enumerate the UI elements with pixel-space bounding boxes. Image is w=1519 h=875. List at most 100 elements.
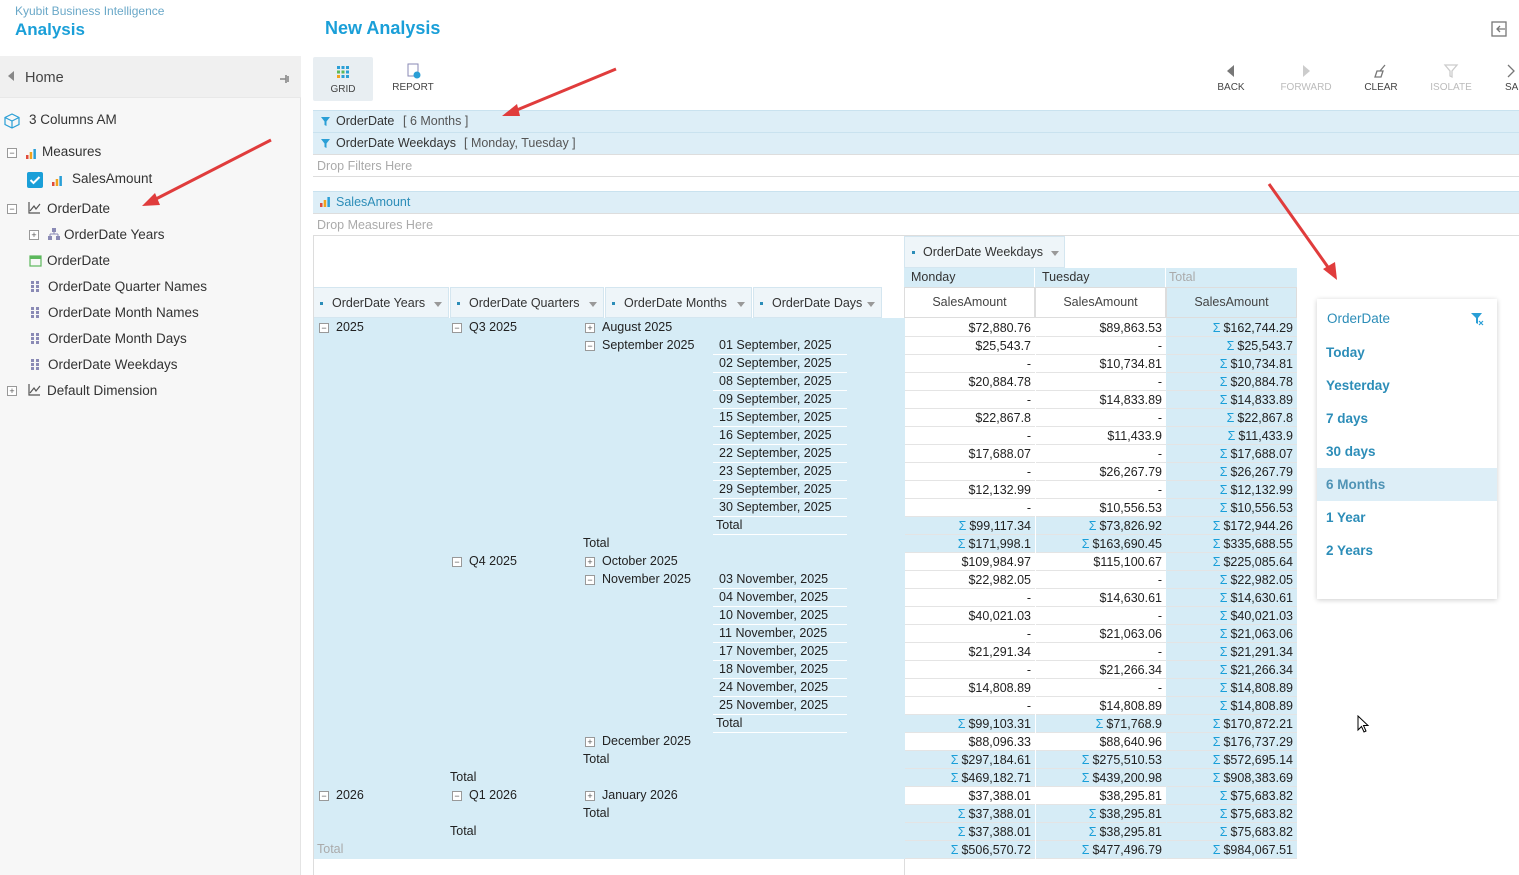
value-cell[interactable]: Σ $506,570.72 [905, 841, 1035, 859]
value-cell[interactable]: $72,880.76 [905, 319, 1035, 337]
value-cell[interactable]: Σ $75,683.82 [1167, 787, 1297, 805]
value-cell[interactable]: Σ $14,630.61 [1167, 589, 1297, 607]
value-cell[interactable]: Σ $40,021.03 [1167, 607, 1297, 625]
value-cell[interactable]: Σ $73,826.92 [1036, 517, 1166, 535]
grid-button[interactable]: GRID [313, 57, 373, 101]
value-cell[interactable]: Σ $26,267.79 [1167, 463, 1297, 481]
value-cell[interactable]: Σ $172,944.26 [1167, 517, 1297, 535]
value-cell[interactable]: - [905, 463, 1035, 481]
value-cell[interactable]: Σ $10,556.53 [1167, 499, 1297, 517]
value-cell[interactable]: $12,132.99 [905, 481, 1035, 499]
row-dimension-header[interactable]: OrderDate Days [753, 287, 882, 318]
value-cell[interactable]: Σ $99,117.34 [905, 517, 1035, 535]
value-cell[interactable]: Σ $225,085.64 [1167, 553, 1297, 571]
expand-toggle-button[interactable]: − [585, 575, 595, 585]
value-cell[interactable]: $21,063.06 [1036, 625, 1166, 643]
back-button[interactable]: BACK [1201, 63, 1261, 93]
column-header-monday[interactable]: Monday [904, 268, 1035, 287]
save-button[interactable]: SA [1500, 63, 1519, 93]
value-cell[interactable]: - [905, 427, 1035, 445]
collapse-measures-button[interactable]: − [7, 148, 17, 158]
drop-filters-zone[interactable]: Drop Filters Here [313, 154, 1519, 177]
value-cell[interactable]: Σ $21,291.34 [1167, 643, 1297, 661]
value-cell[interactable]: Σ $162,744.29 [1167, 319, 1297, 337]
value-cell[interactable]: $14,808.89 [905, 679, 1035, 697]
sidebar-item-orderdate-attr[interactable]: OrderDate [47, 253, 111, 268]
value-cell[interactable]: $26,267.79 [1036, 463, 1166, 481]
filter-bar-orderdate[interactable]: OrderDate [ 6 Months ] [313, 110, 1519, 132]
value-cell[interactable]: - [1036, 679, 1166, 697]
sidebar-item-weekdays[interactable]: OrderDate Weekdays [48, 357, 178, 372]
clear-button[interactable]: CLEAR [1351, 63, 1411, 93]
value-cell[interactable]: Σ $22,982.05 [1167, 571, 1297, 589]
dropdown-arrow-icon[interactable] [434, 302, 442, 307]
clear-filter-icon[interactable] [1470, 312, 1484, 326]
value-cell[interactable]: $14,630.61 [1036, 589, 1166, 607]
value-cell[interactable]: Σ $10,734.81 [1167, 355, 1297, 373]
value-cell[interactable]: Σ $908,383.69 [1167, 769, 1297, 787]
value-cell[interactable]: - [905, 391, 1035, 409]
value-cell[interactable]: Σ $17,688.07 [1167, 445, 1297, 463]
value-cell[interactable]: - [905, 499, 1035, 517]
value-cell[interactable]: Σ $335,688.55 [1167, 535, 1297, 553]
sidebar-item-measures[interactable]: Measures [42, 144, 102, 159]
filter-option[interactable]: Today [1326, 345, 1365, 360]
value-cell[interactable]: - [1036, 607, 1166, 625]
salesamount-checkbox[interactable] [27, 172, 43, 188]
value-cell[interactable]: $89,863.53 [1036, 319, 1166, 337]
value-cell[interactable]: Σ $20,884.78 [1167, 373, 1297, 391]
filter-option[interactable]: Yesterday [1326, 378, 1390, 393]
value-cell[interactable]: $20,884.78 [905, 373, 1035, 391]
filter-option[interactable]: 30 days [1326, 444, 1376, 459]
expand-toggle-button[interactable]: − [452, 323, 462, 333]
value-cell[interactable]: - [1036, 409, 1166, 427]
expand-orderdate-years-button[interactable]: + [29, 230, 39, 240]
sidebar-item-month-names[interactable]: OrderDate Month Names [48, 305, 199, 320]
value-cell[interactable]: - [1036, 337, 1166, 355]
pin-icon[interactable] [278, 72, 290, 90]
expand-toggle-button[interactable]: + [585, 791, 595, 801]
dropdown-arrow-icon[interactable] [589, 302, 597, 307]
value-cell[interactable]: $25,543.7 [905, 337, 1035, 355]
value-cell[interactable]: $14,808.89 [1036, 697, 1166, 715]
dropdown-arrow-icon[interactable] [1051, 251, 1059, 256]
filter-option[interactable]: 2 Years [1326, 543, 1374, 558]
column-header-tuesday[interactable]: Tuesday [1035, 268, 1166, 287]
value-cell[interactable]: $109,984.97 [905, 553, 1035, 571]
sidebar-item-month-days[interactable]: OrderDate Month Days [48, 331, 187, 346]
back-chevron-icon[interactable] [8, 71, 14, 81]
expand-default-dimension-button[interactable]: + [7, 386, 17, 396]
value-cell[interactable]: Σ $38,295.81 [1036, 823, 1166, 841]
value-cell[interactable]: $88,640.96 [1036, 733, 1166, 751]
value-cell[interactable]: Σ $37,388.01 [905, 805, 1035, 823]
value-cell[interactable]: Σ $171,998.1 [905, 535, 1035, 553]
exit-icon[interactable] [1490, 20, 1508, 38]
value-cell[interactable]: Σ $275,510.53 [1036, 751, 1166, 769]
row-dimension-header[interactable]: OrderDate Quarters [450, 287, 604, 318]
value-cell[interactable]: Σ $38,295.81 [1036, 805, 1166, 823]
forward-button[interactable]: FORWARD [1276, 63, 1336, 93]
value-cell[interactable]: Σ $21,063.06 [1167, 625, 1297, 643]
value-cell[interactable]: Σ $163,690.45 [1036, 535, 1166, 553]
sidebar-item-quarter-names[interactable]: OrderDate Quarter Names [48, 279, 208, 294]
sidebar-item-default-dimension[interactable]: Default Dimension [47, 383, 158, 398]
value-cell[interactable]: $38,295.81 [1036, 787, 1166, 805]
value-cell[interactable]: - [905, 355, 1035, 373]
value-cell[interactable]: $88,096.33 [905, 733, 1035, 751]
value-cell[interactable]: Σ $170,872.21 [1167, 715, 1297, 733]
sidebar-item-orderdate-years[interactable]: OrderDate Years [64, 227, 165, 242]
expand-toggle-button[interactable]: + [585, 737, 595, 747]
value-cell[interactable]: Σ $71,768.9 [1036, 715, 1166, 733]
value-cell[interactable]: $22,867.8 [905, 409, 1035, 427]
value-cell[interactable]: Σ $176,737.29 [1167, 733, 1297, 751]
value-cell[interactable]: Σ $469,182.71 [905, 769, 1035, 787]
value-cell[interactable]: Σ $572,695.14 [1167, 751, 1297, 769]
value-cell[interactable]: Σ $12,132.99 [1167, 481, 1297, 499]
value-cell[interactable]: Σ $477,496.79 [1036, 841, 1166, 859]
value-cell[interactable]: - [905, 697, 1035, 715]
value-cell[interactable]: $21,266.34 [1036, 661, 1166, 679]
value-cell[interactable]: Σ $297,184.61 [905, 751, 1035, 769]
value-cell[interactable]: Σ $984,067.51 [1167, 841, 1297, 859]
expand-toggle-button[interactable]: − [319, 791, 329, 801]
collapse-orderdate-button[interactable]: − [7, 204, 17, 214]
